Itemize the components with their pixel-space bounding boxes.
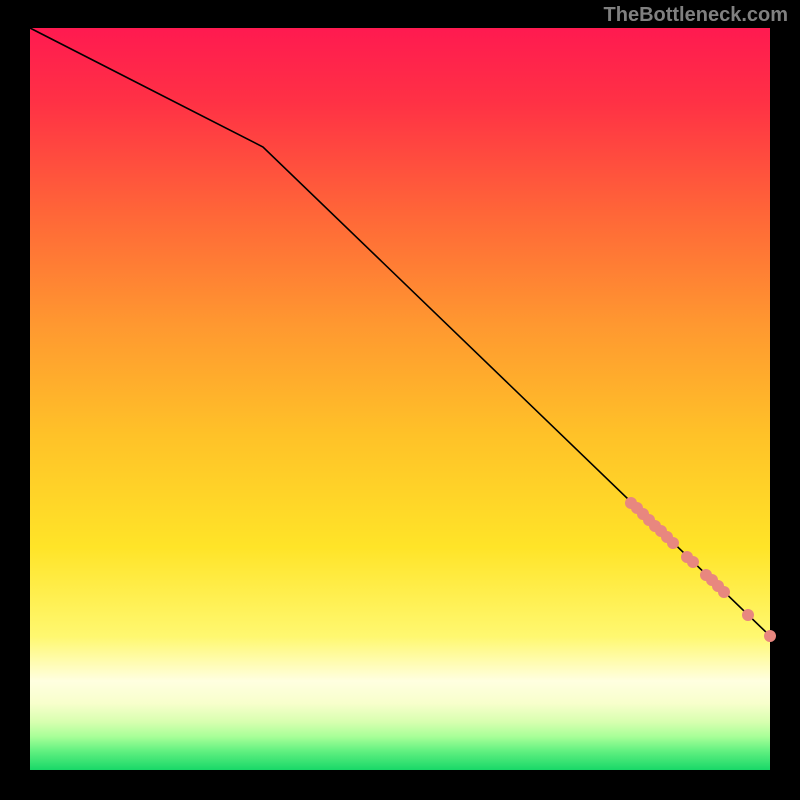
plot-background (30, 28, 770, 770)
watermark-text: TheBottleneck.com (604, 4, 788, 27)
data-marker (718, 586, 730, 598)
data-marker (667, 537, 679, 549)
data-marker (687, 556, 699, 568)
data-marker (764, 630, 776, 642)
data-marker (742, 609, 754, 621)
chart-canvas (0, 0, 800, 800)
